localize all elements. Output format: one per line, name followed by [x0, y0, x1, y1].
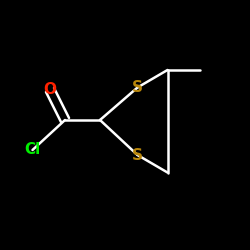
Text: S: S	[132, 148, 143, 162]
Text: O: O	[44, 82, 57, 98]
Text: Cl: Cl	[24, 142, 40, 158]
Text: S: S	[132, 80, 143, 95]
